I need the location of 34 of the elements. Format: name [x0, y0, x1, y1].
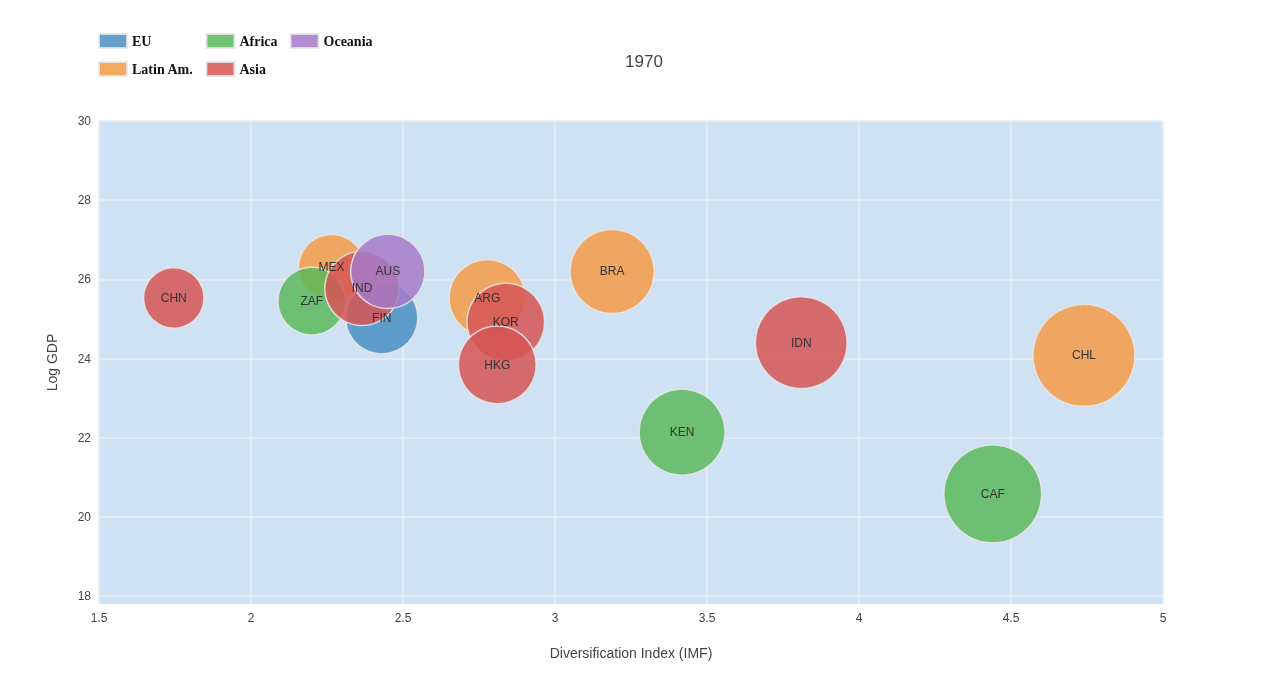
- legend-label: Latin Am.: [132, 61, 193, 77]
- legend-label: Oceania: [323, 33, 373, 49]
- y-tick-label: 22: [77, 430, 92, 445]
- annotation: CAF: [980, 486, 1005, 501]
- annotation: KEN: [669, 425, 695, 440]
- annotation: ARG: [474, 290, 501, 305]
- x-tick-label: 5: [1159, 611, 1167, 625]
- annotation: HKG: [484, 357, 511, 372]
- annotation: KOR: [492, 315, 520, 330]
- y-tick-label: 24: [77, 351, 92, 366]
- y-tick-label: 20: [77, 509, 92, 524]
- y-tick-label: 28: [77, 193, 92, 208]
- annotation: IDN: [790, 335, 812, 350]
- annotation: BRA: [599, 264, 625, 279]
- annotation: CHN: [160, 290, 187, 305]
- x-tick-label: 3: [551, 611, 559, 625]
- annotation: AUS: [375, 264, 401, 279]
- annotation: CHL: [1071, 348, 1097, 363]
- legend-label: Africa: [239, 33, 278, 49]
- annotation: ZAF: [300, 294, 324, 309]
- x-tick-label: 2: [247, 611, 255, 625]
- y-tick-label: 26: [77, 272, 92, 287]
- x-axis-title: Diversification Index (IMF): [549, 645, 713, 661]
- y-tick-label: 30: [77, 114, 92, 128]
- chart-title: 1970: [625, 52, 663, 71]
- x-tick-label: 3.5: [698, 611, 716, 625]
- x-tick-label: 4: [855, 611, 863, 625]
- legend-label: Asia: [239, 61, 266, 77]
- legend-label: EU: [132, 33, 152, 49]
- x-tick-label: 4.5: [1002, 611, 1020, 625]
- y-tick-label: 18: [77, 589, 92, 604]
- x-tick-label: 2.5: [394, 611, 412, 625]
- y-axis-title: Log GDP: [44, 333, 60, 392]
- x-tick-label: 1.5: [90, 611, 108, 625]
